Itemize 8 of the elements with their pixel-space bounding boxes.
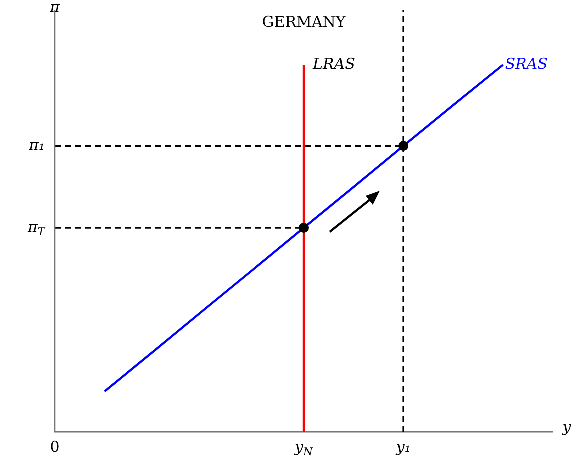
x-axis-title: y: [562, 418, 572, 436]
ref-line-label: LRAS: [312, 54, 356, 73]
x-tick-label: 0: [50, 438, 60, 456]
ref-line-label: π₁: [28, 136, 46, 154]
x-tick-label: y₁: [395, 438, 411, 456]
chart-title: GERMANY: [262, 12, 347, 31]
y-axis-title: π: [49, 0, 62, 16]
series-label: SRAS: [505, 54, 548, 73]
